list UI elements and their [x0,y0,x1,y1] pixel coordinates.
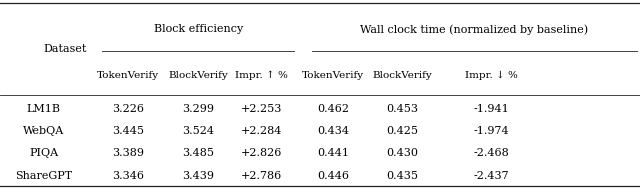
Text: 0.425: 0.425 [386,126,418,136]
Text: Impr. ↓ %: Impr. ↓ % [465,71,518,80]
Text: 0.446: 0.446 [317,171,349,180]
Text: 3.226: 3.226 [112,104,144,114]
Text: 0.435: 0.435 [386,171,418,180]
Text: 0.434: 0.434 [317,126,349,136]
Text: 0.453: 0.453 [386,104,418,114]
Text: Block efficiency: Block efficiency [154,24,243,34]
Text: 3.524: 3.524 [182,126,214,136]
Text: BlockVerify: BlockVerify [372,71,432,80]
Text: -2.468: -2.468 [474,148,509,158]
Text: TokenVerify: TokenVerify [301,71,364,80]
Text: 0.430: 0.430 [386,148,418,158]
Text: 3.346: 3.346 [112,171,144,180]
Text: +2.284: +2.284 [241,126,282,136]
Text: +2.786: +2.786 [241,171,282,180]
Text: +2.253: +2.253 [241,104,282,114]
Text: LM1B: LM1B [26,104,61,114]
Text: TokenVerify: TokenVerify [97,71,159,80]
Text: -1.941: -1.941 [474,104,509,114]
Text: BlockVerify: BlockVerify [168,71,228,80]
Text: +2.826: +2.826 [241,148,282,158]
Text: -2.437: -2.437 [474,171,509,180]
Text: Impr. ↑ %: Impr. ↑ % [235,71,287,80]
Text: -1.974: -1.974 [474,126,509,136]
Text: PIQA: PIQA [29,148,58,158]
Text: 3.389: 3.389 [112,148,144,158]
Text: 0.462: 0.462 [317,104,349,114]
Text: Dataset: Dataset [44,44,87,54]
Text: Wall clock time (normalized by baseline): Wall clock time (normalized by baseline) [360,24,589,35]
Text: 3.485: 3.485 [182,148,214,158]
Text: WebQA: WebQA [23,126,64,136]
Text: 0.441: 0.441 [317,148,349,158]
Text: 3.445: 3.445 [112,126,144,136]
Text: ShareGPT: ShareGPT [15,171,72,180]
Text: 3.439: 3.439 [182,171,214,180]
Text: 3.299: 3.299 [182,104,214,114]
